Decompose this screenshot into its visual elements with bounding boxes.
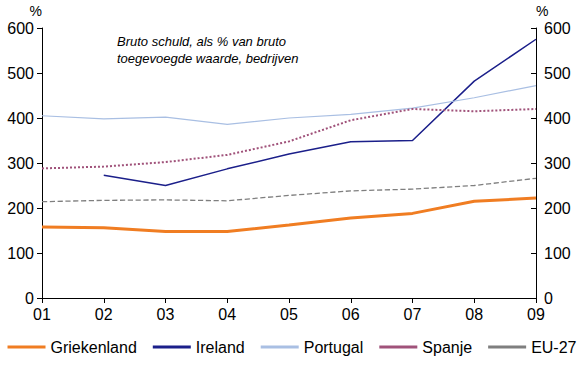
svg-text:07: 07 (404, 306, 422, 323)
svg-text:0: 0 (25, 290, 34, 307)
svg-text:%: % (30, 3, 42, 19)
svg-text:05: 05 (280, 306, 298, 323)
svg-text:06: 06 (342, 306, 360, 323)
svg-text:500: 500 (7, 65, 34, 82)
svg-text:200: 200 (7, 200, 34, 217)
svg-text:08: 08 (465, 306, 483, 323)
svg-text:400: 400 (7, 110, 34, 127)
svg-text:500: 500 (544, 65, 571, 82)
svg-text:Portugal: Portugal (304, 339, 364, 356)
svg-text:01: 01 (33, 306, 51, 323)
svg-text:03: 03 (157, 306, 175, 323)
svg-text:100: 100 (7, 245, 34, 262)
svg-text:%: % (536, 3, 548, 19)
svg-text:Ireland: Ireland (196, 339, 245, 356)
svg-text:400: 400 (544, 110, 571, 127)
svg-text:100: 100 (544, 245, 571, 262)
svg-text:300: 300 (544, 155, 571, 172)
svg-text:0: 0 (544, 290, 553, 307)
svg-text:Bruto schuld, als % van bruto: Bruto schuld, als % van bruto (117, 34, 286, 49)
svg-text:04: 04 (218, 306, 236, 323)
svg-text:09: 09 (527, 306, 545, 323)
svg-text:600: 600 (544, 20, 571, 37)
svg-text:600: 600 (7, 20, 34, 37)
svg-text:02: 02 (95, 306, 113, 323)
svg-text:EU-27: EU-27 (531, 339, 576, 356)
svg-text:Spanje: Spanje (422, 339, 472, 356)
svg-text:300: 300 (7, 155, 34, 172)
svg-text:Griekenland: Griekenland (51, 339, 137, 356)
svg-text:200: 200 (544, 200, 571, 217)
svg-text:toegevoegde waarde, bedrijven: toegevoegde waarde, bedrijven (117, 51, 298, 66)
